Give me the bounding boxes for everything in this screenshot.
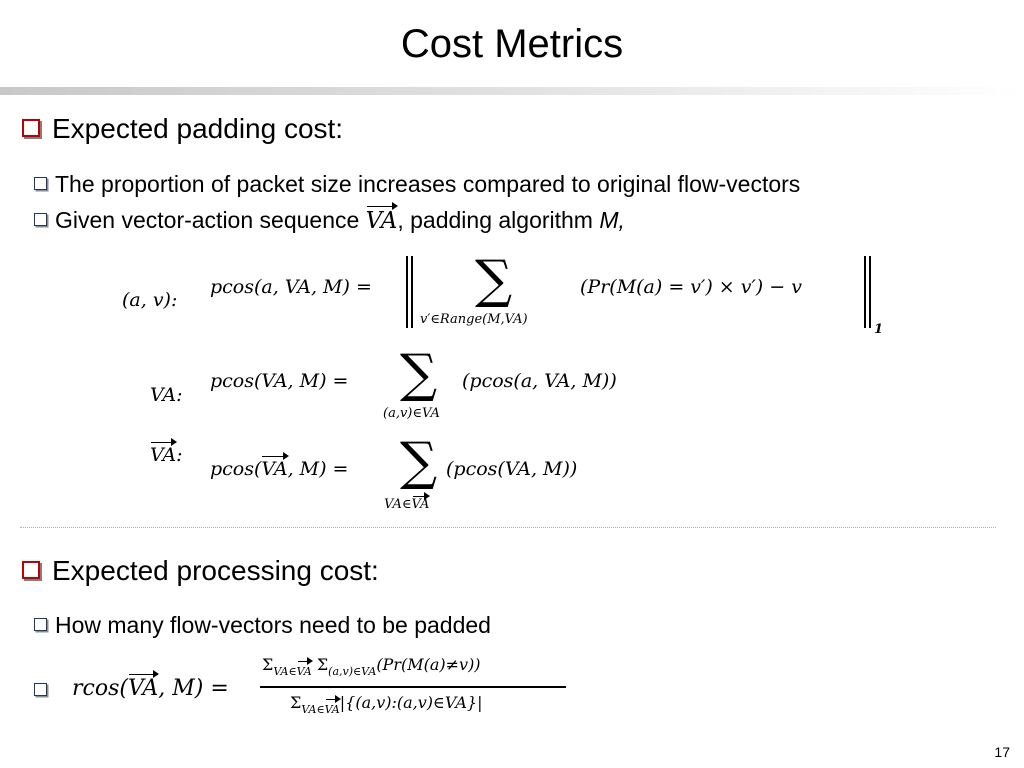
- checkbox-bullet-icon: [22, 560, 40, 579]
- rcos-bullet: [34, 681, 47, 699]
- den-body: |{(a,v):(a,v)∈VA}|: [339, 693, 483, 712]
- checkbox-bullet-icon: [22, 118, 40, 137]
- vector-va: VA: [297, 657, 313, 682]
- rcos-pre: rcos(: [72, 676, 128, 701]
- formula-av-lhs: pcos(a, VA, M) =: [210, 276, 372, 298]
- given-vector-va: VA: [365, 202, 399, 234]
- sigma: Σ: [262, 655, 274, 674]
- page-number: 17: [994, 744, 1010, 760]
- slide-title: Cost Metrics: [400, 22, 624, 66]
- den-sub: VA∈VA: [301, 695, 341, 716]
- given-prefix: Given vector-action sequence: [55, 207, 366, 233]
- checkbox-bullet-icon: [34, 213, 47, 227]
- section-divider: [20, 527, 996, 528]
- rcos-numerator: ΣVA∈VA Σ(a,v)∈VA(Pr(M(a)≠v)): [262, 655, 481, 678]
- sub-pre: VA∈: [384, 497, 412, 512]
- formula-vva-sum-range: VA∈VA: [384, 492, 431, 513]
- sub-bullet-given: Given vector-action sequence VA, padding…: [34, 202, 625, 235]
- formula-av-body: (Pr(M(a) = v′) × v′) − v: [580, 276, 802, 298]
- formula-va-lhs: pcos(VA, M) =: [210, 370, 349, 392]
- formula-va-label: VA:: [150, 384, 183, 406]
- sub-bullet-proportion: The proportion of packet size increases …: [34, 170, 800, 198]
- norm-bar-left-1: [406, 256, 408, 328]
- formula-va-body: (pcos(a, VA, M)): [462, 370, 617, 392]
- checkbox-bullet-icon: [34, 618, 47, 632]
- num-sub2: (a,v)∈VA: [328, 665, 377, 678]
- formula-vva-body: (pcos(VA, M)): [446, 458, 578, 480]
- norm-bar-right-2: [869, 256, 871, 328]
- formula-vva-label: VA:: [150, 438, 183, 467]
- section1-heading: Expected padding cost:: [52, 113, 344, 144]
- checkbox-bullet-icon: [34, 683, 47, 697]
- formula-va-sum-range: (a,v)∈VA: [383, 406, 440, 421]
- formula-vva-lhs: pcos(VA, M) =: [210, 452, 349, 481]
- section2-heading: Expected processing cost:: [52, 555, 379, 586]
- vector-va: VA: [325, 695, 341, 720]
- sub-bullet-how-many: How many flow-vectors need to be padded: [34, 611, 491, 639]
- sub-bullet-text: How many flow-vectors need to be padded: [55, 612, 491, 638]
- sub-pre: VA∈: [273, 665, 297, 678]
- lhs-post: , M) =: [287, 458, 349, 480]
- rcos-denominator: ΣVA∈VA|{(a,v):(a,v)∈VA}|: [290, 693, 483, 716]
- sub-pre: VA∈: [301, 703, 325, 716]
- norm-bar-right-1: [864, 256, 866, 328]
- formula-av-label: (a, v):: [122, 289, 178, 311]
- vector-va: VA: [150, 438, 178, 466]
- label-colon: :: [176, 444, 183, 466]
- sum-symbol: ∑: [475, 250, 513, 310]
- num-sub1: VA∈VA: [273, 657, 313, 678]
- num-body: (Pr(M(a)≠v)): [376, 655, 481, 674]
- bullet-expected-padding-cost: Expected padding cost:: [22, 112, 343, 146]
- sum-symbol: ∑: [400, 432, 438, 492]
- vector-va: VA: [127, 670, 160, 701]
- formula-av-sum-range: v′∈Range(M,VA): [420, 312, 528, 327]
- vector-va: VA: [411, 492, 431, 512]
- sigma: Σ: [290, 693, 302, 712]
- lhs-pre: pcos(: [210, 458, 262, 480]
- rcos-post: , M) =: [158, 676, 229, 701]
- given-algorithm: M,: [599, 207, 625, 233]
- title-underline: [0, 87, 1024, 95]
- sigma: Σ: [316, 655, 329, 674]
- fraction-bar: [260, 686, 566, 688]
- rcos-lhs: rcos(VA, M) =: [72, 670, 229, 703]
- checkbox-bullet-icon: [34, 177, 47, 191]
- sum-symbol: ∑: [400, 344, 438, 404]
- sub-bullet-text: The proportion of packet size increases …: [55, 171, 801, 197]
- vector-va: VA: [261, 452, 289, 480]
- norm-bar-left-2: [411, 256, 413, 328]
- given-mid: , padding algorithm: [397, 207, 600, 233]
- norm-subscript: 1: [874, 322, 884, 337]
- bullet-expected-processing-cost: Expected processing cost:: [22, 554, 379, 588]
